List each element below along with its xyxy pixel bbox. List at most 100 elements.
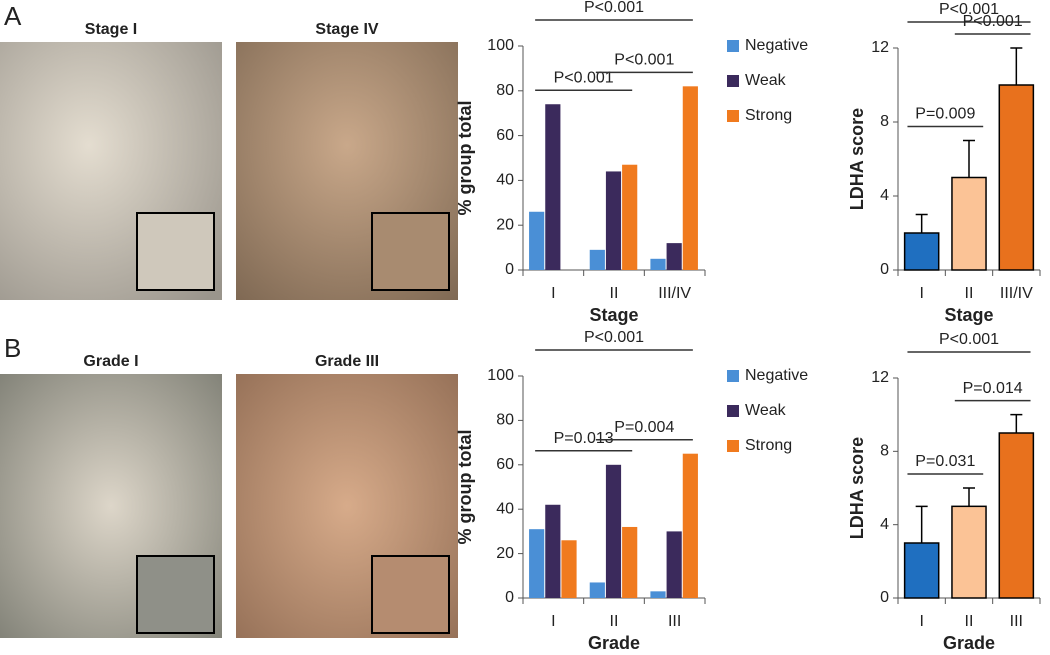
bar — [682, 86, 698, 270]
y-tick-label: 80 — [496, 82, 514, 99]
error-bar — [1010, 47, 1023, 85]
y-axis-label: % group total — [455, 430, 475, 545]
y-tick-label: 100 — [487, 37, 514, 54]
legend-swatch — [727, 110, 739, 122]
y-tick-label: 4 — [880, 516, 889, 533]
image-title: Stage I — [85, 21, 137, 38]
error-bar — [963, 487, 975, 507]
significance-label: P<0.001 — [963, 13, 1023, 30]
x-tick-label: II — [965, 285, 974, 302]
y-tick-label: 40 — [496, 500, 514, 517]
bar — [666, 531, 682, 598]
legend-label: Negative — [745, 37, 808, 54]
x-tick-label: III/IV — [658, 285, 691, 302]
significance-label: P<0.001 — [554, 69, 614, 86]
x-axis-label: Stage — [944, 305, 993, 325]
significance-label: P=0.004 — [614, 419, 674, 436]
legend-swatch — [727, 370, 739, 382]
panel-label: A — [4, 1, 22, 31]
bar — [605, 464, 622, 598]
y-tick-label: 100 — [487, 367, 514, 384]
y-tick-label: 40 — [496, 172, 514, 189]
x-tick-label: III — [668, 613, 681, 630]
x-tick-label: II — [965, 613, 974, 630]
bar — [529, 529, 545, 598]
y-tick-label: 0 — [880, 261, 889, 278]
error-bar — [915, 505, 928, 543]
y-tick-label: 60 — [496, 456, 514, 473]
significance-label: P<0.001 — [614, 52, 674, 69]
inset — [371, 555, 450, 634]
legend-swatch — [727, 75, 739, 87]
image-title: Grade III — [315, 353, 379, 370]
y-tick-label: 8 — [880, 443, 889, 460]
bar — [951, 176, 987, 271]
y-tick-label: 4 — [880, 187, 889, 204]
bar — [545, 504, 561, 598]
inset — [371, 212, 450, 291]
significance-label: P=0.009 — [915, 106, 975, 123]
y-tick-label: 0 — [505, 261, 514, 278]
x-axis-label: Grade — [588, 633, 640, 653]
bar — [903, 542, 940, 599]
x-tick-label: I — [919, 285, 923, 302]
x-tick-label: I — [551, 285, 555, 302]
bar — [998, 432, 1035, 599]
y-axis-label: LDHA score — [847, 108, 867, 210]
y-tick-label: 8 — [880, 113, 889, 130]
bar — [622, 164, 638, 270]
bar — [529, 211, 545, 270]
image-title: Stage IV — [315, 21, 378, 38]
y-tick-label: 0 — [880, 589, 889, 606]
x-tick-label: I — [919, 613, 923, 630]
legend-label: Strong — [745, 107, 792, 124]
bar — [589, 249, 605, 270]
x-tick-label: I — [551, 613, 555, 630]
bar — [666, 243, 682, 270]
x-tick-label: II — [610, 285, 619, 302]
significance-label: P<0.001 — [584, 0, 644, 16]
legend-swatch — [727, 405, 739, 417]
y-tick-label: 12 — [871, 369, 889, 386]
significance-label: P<0.001 — [584, 329, 644, 346]
bar — [682, 453, 698, 598]
x-tick-label: II — [610, 613, 619, 630]
bar — [622, 526, 638, 598]
bar — [605, 171, 622, 270]
bar — [561, 540, 577, 598]
legend-label: Negative — [745, 367, 808, 384]
bar — [650, 258, 666, 270]
bar — [998, 84, 1035, 271]
y-tick-label: 0 — [505, 589, 514, 606]
inset — [136, 555, 215, 634]
error-bar — [963, 139, 975, 178]
legend-label: Strong — [745, 437, 792, 454]
bar — [951, 505, 987, 599]
legend-swatch — [727, 440, 739, 452]
x-tick-label: III — [1010, 613, 1023, 630]
legend-swatch — [727, 40, 739, 52]
significance-label: P<0.001 — [939, 331, 999, 348]
y-tick-label: 20 — [496, 216, 514, 233]
error-bar — [1010, 413, 1023, 433]
error-bar — [915, 213, 928, 233]
panel-label: B — [4, 333, 21, 363]
image-title: Grade I — [83, 353, 138, 370]
y-tick-label: 80 — [496, 412, 514, 429]
y-axis-label: LDHA score — [847, 437, 867, 539]
bar — [589, 582, 605, 598]
bar — [903, 232, 940, 271]
significance-label: P=0.031 — [915, 453, 975, 470]
bar — [545, 104, 561, 271]
significance-label: P=0.014 — [963, 380, 1023, 397]
inset — [136, 212, 215, 291]
y-tick-label: 12 — [871, 39, 889, 56]
x-axis-label: Grade — [943, 633, 995, 653]
bar — [650, 591, 666, 598]
x-axis-label: Stage — [589, 305, 638, 325]
significance-label: P=0.013 — [554, 430, 614, 447]
y-tick-label: 60 — [496, 127, 514, 144]
legend-label: Weak — [745, 402, 787, 419]
legend-label: Weak — [745, 72, 787, 89]
